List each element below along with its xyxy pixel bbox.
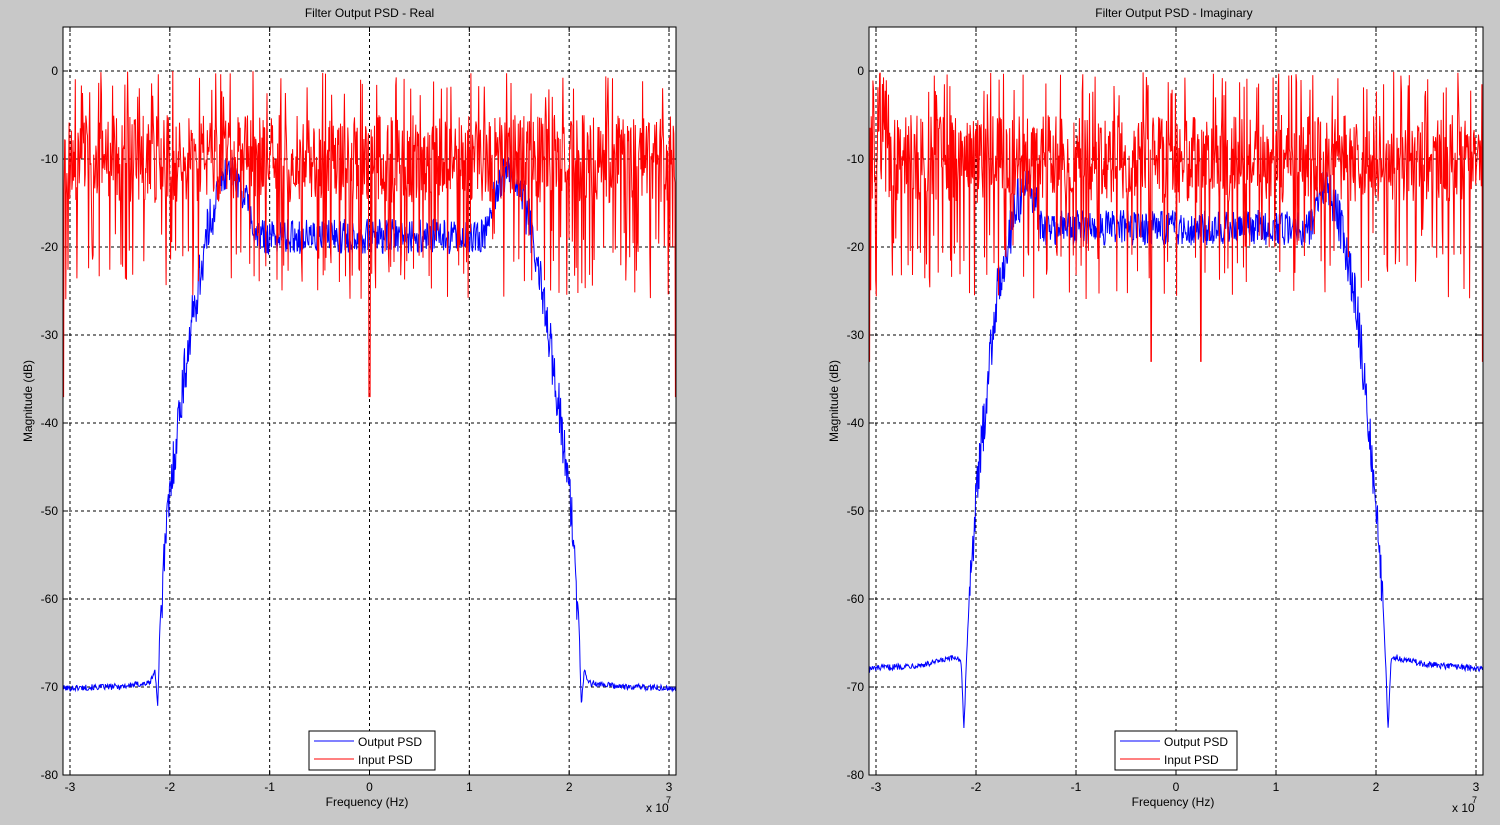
series-layer bbox=[62, 70, 677, 706]
y-tick-label: -30 bbox=[41, 328, 59, 342]
legend-box bbox=[1114, 730, 1238, 771]
x-tick-label: -3 bbox=[871, 780, 882, 794]
x-tick-label: 2 bbox=[1373, 780, 1380, 794]
y-tick-label: -70 bbox=[847, 680, 865, 694]
y-tick-label: -30 bbox=[847, 328, 865, 342]
legend-box bbox=[308, 730, 436, 771]
x-tick-label: 3 bbox=[666, 780, 673, 794]
y-tick-label: -10 bbox=[41, 152, 59, 166]
y-tick-label: -20 bbox=[847, 240, 865, 254]
legend-label-input: Input PSD bbox=[1164, 753, 1219, 767]
x-axis-label: Frequency (Hz) bbox=[1132, 795, 1215, 809]
grid bbox=[63, 27, 676, 776]
series-input-psd-line bbox=[63, 70, 676, 398]
x-tick-label: -3 bbox=[65, 780, 76, 794]
legend-label-output: Output PSD bbox=[358, 735, 422, 749]
y-tick-label: -50 bbox=[847, 504, 865, 518]
ticks: -3 -2 -1 0 1 2 30-10-20-30-40-50-60-70-80 bbox=[41, 27, 676, 794]
y-axis-label: Magnitude (dB) bbox=[827, 360, 841, 442]
axes-real: -3 -2 -1 0 1 2 30-10-20-30-40-50-60-70-80 Filt… bbox=[21, 6, 677, 815]
x-tick-label: -2 bbox=[164, 780, 175, 794]
x-tick-label: 1 bbox=[1273, 780, 1280, 794]
legend-label-output: Output PSD bbox=[1164, 735, 1228, 749]
legend-label-input: Input PSD bbox=[358, 753, 413, 767]
x-multiplier: x 10 7 bbox=[646, 795, 671, 815]
x-tick-label: 3 bbox=[1473, 780, 1480, 794]
legend: Output PSD Input PSD bbox=[308, 730, 436, 771]
x-multiplier-base: x 10 bbox=[646, 801, 669, 815]
x-multiplier-exponent: 7 bbox=[1472, 795, 1477, 805]
x-multiplier-exponent: 7 bbox=[666, 795, 671, 805]
y-tick-label: 0 bbox=[51, 64, 58, 78]
chart-title: Filter Output PSD - Imaginary bbox=[1095, 6, 1252, 20]
x-tick-label: 2 bbox=[566, 780, 573, 794]
y-tick-label: -50 bbox=[41, 504, 59, 518]
x-axis-label: Frequency (Hz) bbox=[326, 795, 409, 809]
legend: Output PSD Input PSD bbox=[1114, 730, 1238, 771]
axes-imaginary: -3 -2 -1 0 1 2 30-10-20-30-40-50-60-70-80 Filt… bbox=[827, 6, 1484, 815]
x-multiplier-base: x 10 bbox=[1452, 801, 1475, 815]
series-input-psd-line bbox=[869, 71, 1483, 362]
y-tick-label: -40 bbox=[41, 416, 59, 430]
chart-title: Filter Output PSD - Real bbox=[305, 6, 434, 20]
y-tick-label: -60 bbox=[41, 592, 59, 606]
y-tick-label: -60 bbox=[847, 592, 865, 606]
y-tick-label: -80 bbox=[41, 768, 59, 782]
y-axis-label: Magnitude (dB) bbox=[21, 360, 35, 442]
x-tick-label: 0 bbox=[1173, 780, 1180, 794]
x-tick-label: -2 bbox=[971, 780, 982, 794]
x-tick-label: 1 bbox=[466, 780, 473, 794]
ticks: -3 -2 -1 0 1 2 30-10-20-30-40-50-60-70-80 bbox=[847, 27, 1483, 794]
y-tick-label: 0 bbox=[857, 64, 864, 78]
plot-frame bbox=[868, 26, 1484, 776]
series-layer bbox=[868, 71, 1484, 729]
y-tick-label: -80 bbox=[847, 768, 865, 782]
plot-frame bbox=[62, 26, 677, 776]
y-tick-label: -10 bbox=[847, 152, 865, 166]
x-tick-label: 0 bbox=[366, 780, 373, 794]
x-tick-label: -1 bbox=[264, 780, 275, 794]
y-tick-label: -40 bbox=[847, 416, 865, 430]
y-tick-label: -70 bbox=[41, 680, 59, 694]
x-tick-label: -1 bbox=[1071, 780, 1082, 794]
y-tick-label: -20 bbox=[41, 240, 59, 254]
x-multiplier: x 10 7 bbox=[1452, 795, 1477, 815]
series-output-psd-line bbox=[62, 156, 677, 706]
